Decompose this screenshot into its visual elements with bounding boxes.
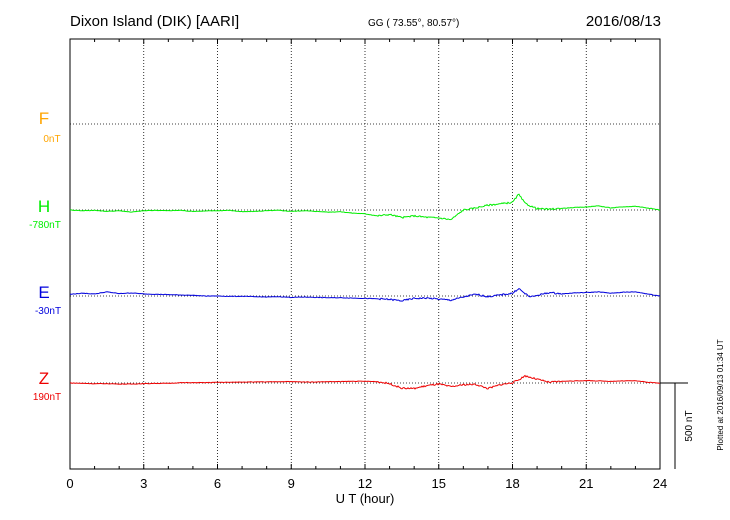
x-tick-label: 9 xyxy=(288,476,295,491)
grid xyxy=(70,39,660,469)
plot-frame xyxy=(69,38,661,470)
date-label: 2016/08/13 xyxy=(586,13,661,30)
channel-label-h: H xyxy=(38,197,50,216)
x-tick-label: 18 xyxy=(505,476,519,491)
x-axis: 0 3 6 9 12 15 18 21 24 xyxy=(66,39,667,491)
plotted-timestamp: Plotted at 2016/09/13 01:34 UT xyxy=(716,339,725,450)
channel-label-f: F xyxy=(39,109,49,128)
channel-label-e: E xyxy=(38,283,49,302)
station-title: Dixon Island (DIK) [AARI] xyxy=(70,13,239,30)
trace-z xyxy=(70,374,660,390)
channel-label-z: Z xyxy=(39,369,49,388)
trace-h xyxy=(69,193,661,221)
baseline-label-e: -30nT xyxy=(35,306,61,317)
x-tick-label: 6 xyxy=(214,476,221,491)
baseline-label-h: -780nT xyxy=(29,220,61,231)
baseline-label-f: 0nT xyxy=(43,134,60,145)
scale-bar-label: 500 nT xyxy=(684,410,695,441)
x-tick-label: 21 xyxy=(579,476,593,491)
coordinates-label: GG ( 73.55°, 80.57°) xyxy=(368,18,459,29)
scale-bar: 500 nT xyxy=(660,382,695,469)
x-tick-label: 0 xyxy=(66,476,73,491)
x-tick-label: 12 xyxy=(358,476,372,491)
channel-labels: F 0nT H -780nT E -30nT Z 190nT xyxy=(29,109,61,403)
x-tick-label: 24 xyxy=(653,476,667,491)
trace-e xyxy=(69,288,661,302)
x-tick-label: 3 xyxy=(140,476,147,491)
baseline-label-z: 190nT xyxy=(33,392,61,403)
traces xyxy=(69,193,661,390)
x-axis-label: U T (hour) xyxy=(336,491,395,506)
x-tick-label: 15 xyxy=(432,476,446,491)
